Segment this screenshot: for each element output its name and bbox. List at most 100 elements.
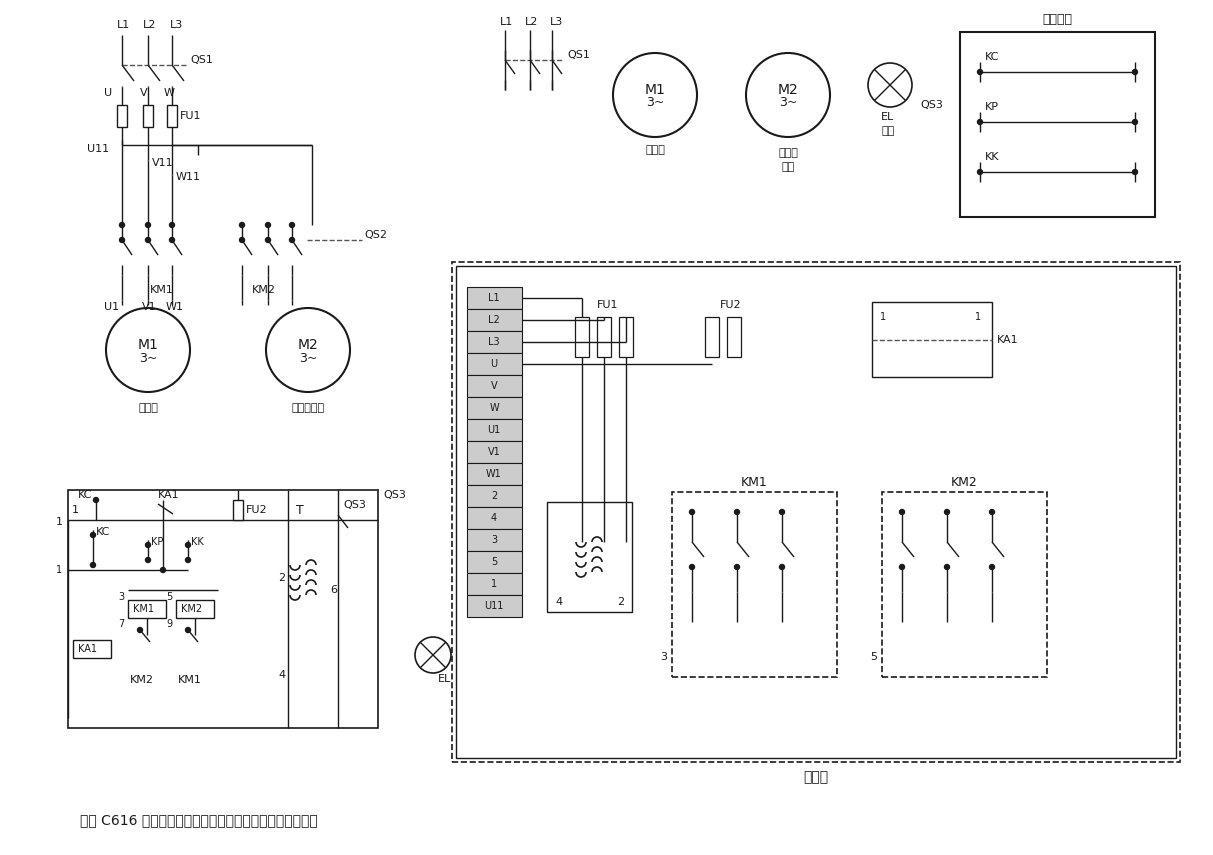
Text: U1: U1 xyxy=(104,302,119,312)
Text: KM2: KM2 xyxy=(252,285,277,295)
Bar xyxy=(116,105,127,127)
Circle shape xyxy=(1133,169,1138,174)
Bar xyxy=(143,105,153,127)
Bar xyxy=(456,266,1175,758)
Text: EL: EL xyxy=(438,674,451,684)
Bar xyxy=(467,375,522,397)
Circle shape xyxy=(290,222,295,227)
Text: V: V xyxy=(491,381,497,391)
Circle shape xyxy=(900,564,905,569)
Circle shape xyxy=(900,510,905,515)
Text: U: U xyxy=(490,359,497,369)
Text: KC: KC xyxy=(96,527,110,537)
Text: 1: 1 xyxy=(56,565,62,575)
Bar xyxy=(619,317,633,357)
Circle shape xyxy=(170,222,175,227)
Circle shape xyxy=(146,222,150,227)
Circle shape xyxy=(120,222,125,227)
Text: 1: 1 xyxy=(56,517,63,527)
Text: FU2: FU2 xyxy=(246,505,268,515)
Bar xyxy=(672,492,837,677)
Text: 3: 3 xyxy=(118,592,124,602)
Circle shape xyxy=(160,568,165,573)
Circle shape xyxy=(735,564,740,569)
Text: M2: M2 xyxy=(297,338,318,352)
Text: L3: L3 xyxy=(549,17,563,27)
Text: W1: W1 xyxy=(486,469,502,479)
Circle shape xyxy=(978,120,983,125)
Text: M1: M1 xyxy=(137,338,159,352)
Text: W11: W11 xyxy=(176,172,201,182)
Text: KM1: KM1 xyxy=(133,604,154,614)
Circle shape xyxy=(170,238,175,243)
Text: QS3: QS3 xyxy=(383,490,406,500)
Circle shape xyxy=(990,510,995,515)
Text: 电机: 电机 xyxy=(781,162,795,172)
Bar xyxy=(73,640,112,658)
Text: W: W xyxy=(489,403,499,413)
Circle shape xyxy=(239,238,245,243)
Bar xyxy=(176,600,213,618)
Text: 主电机: 主电机 xyxy=(138,403,158,413)
Text: FU1: FU1 xyxy=(597,300,619,310)
Text: QS3: QS3 xyxy=(919,100,943,110)
Text: KP: KP xyxy=(150,537,164,547)
Circle shape xyxy=(990,564,995,569)
Text: L2: L2 xyxy=(525,17,539,27)
Text: 2: 2 xyxy=(278,573,285,583)
Text: U11: U11 xyxy=(87,144,109,154)
Text: 5: 5 xyxy=(166,592,172,602)
Circle shape xyxy=(1133,69,1138,74)
Text: KA1: KA1 xyxy=(158,490,180,500)
Circle shape xyxy=(945,564,950,569)
Text: L1: L1 xyxy=(488,293,500,303)
Text: U1: U1 xyxy=(488,425,501,435)
Text: 3~: 3~ xyxy=(298,351,317,364)
Text: U11: U11 xyxy=(484,601,503,611)
Text: 主电机: 主电机 xyxy=(645,145,665,155)
Text: L2: L2 xyxy=(488,315,500,325)
Circle shape xyxy=(146,238,150,243)
Text: KK: KK xyxy=(190,537,204,547)
Text: QS2: QS2 xyxy=(364,230,387,240)
Text: 2: 2 xyxy=(617,597,625,607)
Text: 5: 5 xyxy=(870,652,877,662)
Circle shape xyxy=(186,557,190,563)
Bar xyxy=(467,397,522,419)
Text: 配电板: 配电板 xyxy=(803,770,828,784)
Text: V11: V11 xyxy=(152,158,173,168)
Text: V1: V1 xyxy=(142,302,156,312)
Bar xyxy=(467,507,522,529)
Circle shape xyxy=(290,238,295,243)
Text: 9: 9 xyxy=(166,619,172,629)
Text: KM1: KM1 xyxy=(741,475,768,488)
Circle shape xyxy=(735,510,740,515)
Bar xyxy=(959,32,1155,217)
Text: KM2: KM2 xyxy=(951,475,978,488)
Circle shape xyxy=(93,498,98,503)
Text: 冷却泵: 冷却泵 xyxy=(778,148,798,158)
Text: L1: L1 xyxy=(116,20,130,30)
Bar xyxy=(167,105,177,127)
Text: 6: 6 xyxy=(330,585,337,595)
Text: KC: KC xyxy=(985,52,1000,62)
Text: M2: M2 xyxy=(778,83,798,97)
Text: T: T xyxy=(296,504,303,516)
Text: L3: L3 xyxy=(488,337,500,347)
Text: FU2: FU2 xyxy=(721,300,741,310)
Text: KM1: KM1 xyxy=(150,285,173,295)
Bar xyxy=(467,551,522,573)
Circle shape xyxy=(91,563,96,568)
Text: 冷却泵电机: 冷却泵电机 xyxy=(291,403,325,413)
Bar xyxy=(467,441,522,463)
Circle shape xyxy=(689,564,695,569)
Text: 3: 3 xyxy=(491,535,497,545)
Bar xyxy=(467,287,522,309)
Text: 3~: 3~ xyxy=(779,97,797,109)
Text: W1: W1 xyxy=(166,302,184,312)
Bar xyxy=(467,463,522,485)
Text: 转换开关: 转换开关 xyxy=(1042,14,1072,27)
Text: L3: L3 xyxy=(170,20,183,30)
Text: KA1: KA1 xyxy=(78,644,97,654)
Text: KP: KP xyxy=(985,102,1000,112)
